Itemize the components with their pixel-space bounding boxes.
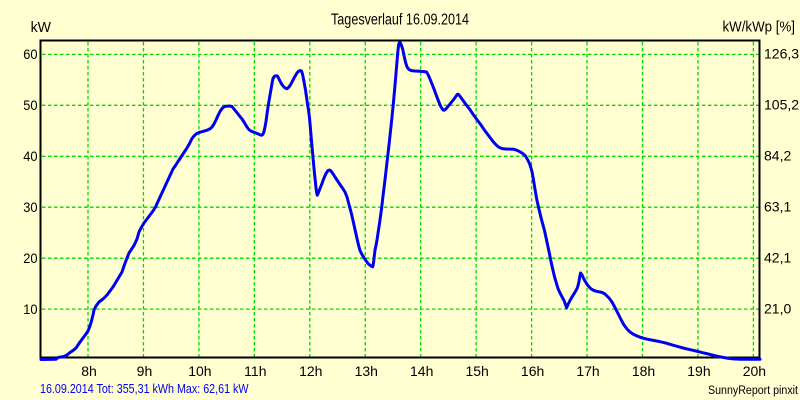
svg-text:18h: 18h	[632, 363, 655, 379]
svg-text:40: 40	[23, 148, 37, 164]
svg-text:63,1: 63,1	[764, 199, 791, 215]
svg-text:21,0: 21,0	[764, 301, 791, 317]
svg-text:Tagesverlauf 16.09.2014: Tagesverlauf 16.09.2014	[331, 11, 469, 28]
svg-text:50: 50	[23, 97, 37, 113]
svg-text:84,2: 84,2	[764, 148, 791, 164]
svg-text:9h: 9h	[137, 363, 153, 379]
svg-text:20: 20	[23, 250, 37, 266]
svg-text:10h: 10h	[188, 363, 211, 379]
svg-text:kW: kW	[31, 19, 52, 36]
svg-text:17h: 17h	[576, 363, 599, 379]
svg-text:16h: 16h	[521, 363, 544, 379]
svg-text:16.09.2014 Tot: 355,31 kWh Max: 16.09.2014 Tot: 355,31 kWh Max: 62,61 kW	[40, 381, 249, 396]
svg-text:12h: 12h	[299, 363, 322, 379]
svg-text:15h: 15h	[465, 363, 488, 379]
svg-text:13h: 13h	[355, 363, 378, 379]
svg-text:SunnyReport pinxit: SunnyReport pinxit	[708, 385, 799, 397]
svg-text:60: 60	[23, 46, 37, 62]
svg-text:20h: 20h	[743, 363, 766, 379]
svg-text:kW/kWp [%]: kW/kWp [%]	[723, 18, 796, 35]
svg-text:30: 30	[23, 199, 37, 215]
svg-text:42,1: 42,1	[764, 250, 791, 266]
svg-text:105,2: 105,2	[764, 97, 799, 113]
svg-text:126,3: 126,3	[764, 46, 799, 62]
svg-text:14h: 14h	[410, 363, 433, 379]
svg-text:19h: 19h	[687, 363, 710, 379]
svg-text:8h: 8h	[81, 363, 97, 379]
svg-text:10: 10	[23, 301, 37, 317]
svg-text:11h: 11h	[244, 363, 266, 379]
